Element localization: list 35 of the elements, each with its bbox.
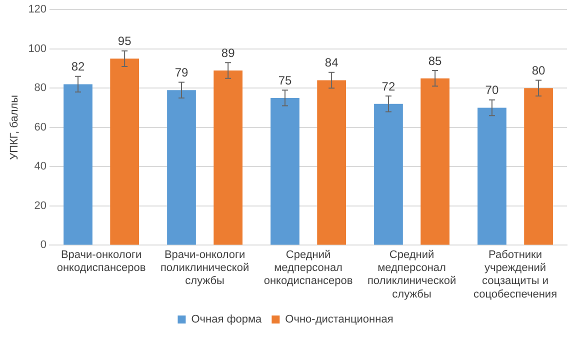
x-tick-label: Врачи-онкологи онкодиспансеров [56,248,146,274]
legend-label: Очная форма [191,314,263,326]
x-tick-label: Работники учреждений соцзащиты и соцобеспечения [473,248,558,300]
data-label: 89 [221,46,236,60]
bar [270,98,300,245]
x-tick-label: Средний медперсонал поликлинической службы [367,248,456,300]
data-label: 72 [382,79,396,94]
legend-label: Очно-дистанционная [285,314,394,326]
y-tick-label: 40 [34,160,47,173]
data-label: 75 [278,73,292,88]
bar [110,58,140,245]
y-axis-title: УПКГ, баллы [8,94,21,160]
bar [167,90,196,245]
data-label: 70 [485,83,499,98]
bar [214,70,243,245]
y-tick-label: 60 [34,121,47,134]
data-label: 79 [174,66,188,80]
data-label: 85 [428,54,442,68]
bar [524,88,553,245]
y-tick-label: 20 [34,200,47,212]
bar [478,108,506,245]
x-tick-label: Врачи-онкологи поликлинической службы [160,248,250,288]
x-tick-label: Средний медперсонал онкодиспансеров [264,248,353,288]
data-label: 80 [532,64,546,78]
bar [317,80,346,245]
data-label: 82 [71,60,86,74]
bar [420,78,450,245]
data-label: 84 [324,56,339,70]
bar [64,84,92,245]
y-tick-label: 80 [34,82,47,94]
y-tick-label: 120 [28,4,47,16]
bar [374,104,403,245]
y-tick-label: 100 [28,42,47,55]
y-tick-label: 0 [40,239,47,252]
data-label: 95 [118,34,132,48]
